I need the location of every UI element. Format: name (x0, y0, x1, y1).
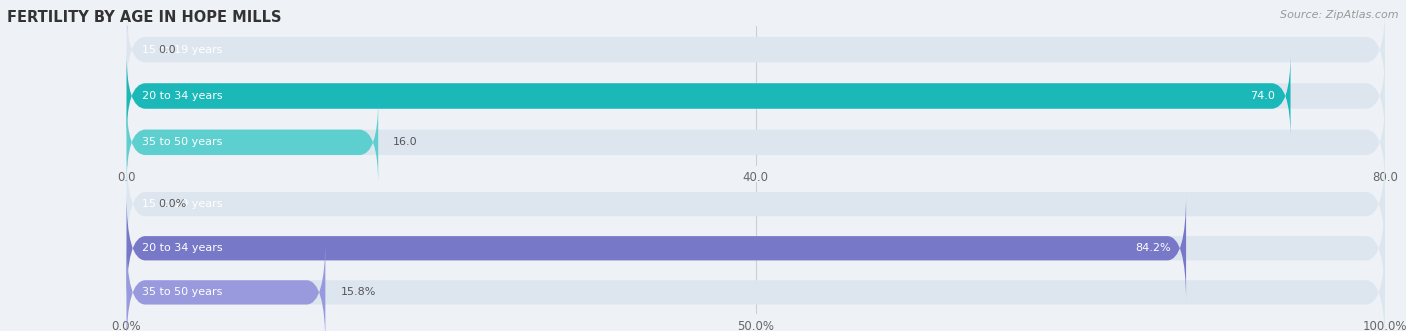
Text: 20 to 34 years: 20 to 34 years (142, 91, 222, 101)
Text: 15.8%: 15.8% (340, 287, 375, 297)
Text: 74.0: 74.0 (1250, 91, 1275, 101)
FancyBboxPatch shape (127, 194, 1187, 302)
FancyBboxPatch shape (127, 7, 1385, 92)
FancyBboxPatch shape (127, 53, 1291, 139)
FancyBboxPatch shape (127, 194, 1385, 302)
Text: 35 to 50 years: 35 to 50 years (142, 287, 222, 297)
Text: 20 to 34 years: 20 to 34 years (142, 243, 222, 253)
Text: 15 to 19 years: 15 to 19 years (142, 45, 222, 55)
Text: 35 to 50 years: 35 to 50 years (142, 137, 222, 147)
Text: 84.2%: 84.2% (1136, 243, 1171, 253)
Text: 0.0%: 0.0% (157, 199, 186, 209)
Text: 0.0: 0.0 (157, 45, 176, 55)
Text: 16.0: 16.0 (394, 137, 418, 147)
FancyBboxPatch shape (127, 150, 1385, 258)
Text: FERTILITY BY AGE IN HOPE MILLS: FERTILITY BY AGE IN HOPE MILLS (7, 10, 281, 25)
Text: 15 to 19 years: 15 to 19 years (142, 199, 222, 209)
Text: Source: ZipAtlas.com: Source: ZipAtlas.com (1281, 10, 1399, 20)
FancyBboxPatch shape (127, 100, 1385, 185)
FancyBboxPatch shape (127, 100, 378, 185)
FancyBboxPatch shape (127, 53, 1385, 139)
FancyBboxPatch shape (127, 238, 325, 331)
FancyBboxPatch shape (127, 238, 1385, 331)
